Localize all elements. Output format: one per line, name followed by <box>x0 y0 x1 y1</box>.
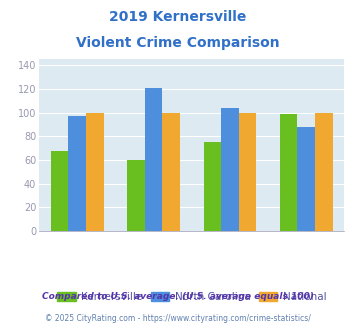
Bar <box>297 127 315 231</box>
Bar <box>145 88 162 231</box>
Text: Compared to U.S. average. (U.S. average equals 100): Compared to U.S. average. (U.S. average … <box>42 292 313 301</box>
Bar <box>51 150 69 231</box>
Bar <box>315 113 333 231</box>
Text: 2019 Kernersville: 2019 Kernersville <box>109 10 246 24</box>
Bar <box>69 116 86 231</box>
Text: © 2025 CityRating.com - https://www.cityrating.com/crime-statistics/: © 2025 CityRating.com - https://www.city… <box>45 314 310 323</box>
Bar <box>127 160 145 231</box>
Bar <box>86 113 104 231</box>
Bar <box>162 113 180 231</box>
Legend: Kernersville, North Carolina, National: Kernersville, North Carolina, National <box>53 288 331 306</box>
Bar <box>239 113 256 231</box>
Bar <box>203 142 221 231</box>
Bar <box>221 108 239 231</box>
Text: Violent Crime Comparison: Violent Crime Comparison <box>76 36 279 50</box>
Bar <box>280 114 297 231</box>
